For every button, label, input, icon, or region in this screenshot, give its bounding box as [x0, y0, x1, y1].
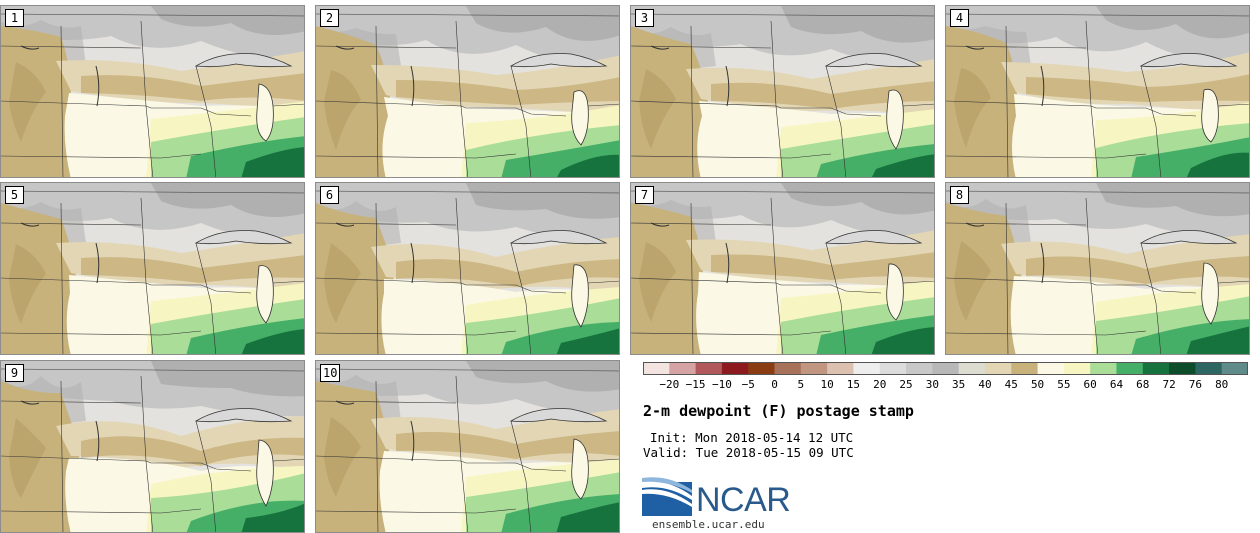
member-panel-10: 10: [315, 360, 620, 533]
colorbar-swatch: [1037, 362, 1065, 375]
member-number: 1: [5, 9, 24, 27]
valid-time: Valid: Tue 2018-05-15 09 UTC: [643, 445, 854, 460]
colorbar-swatch: [1221, 362, 1248, 375]
dewpoint-map: [946, 6, 1249, 177]
colorbar-tick: 15: [846, 378, 861, 391]
member-number: 2: [320, 9, 339, 27]
member-panel-7: 7: [630, 182, 935, 355]
ncar-swoosh-icon: [642, 477, 692, 516]
colorbar-tick: 10: [820, 378, 834, 391]
dewpoint-map: [1, 6, 304, 177]
colorbar-tick: 68: [1136, 378, 1150, 391]
member-panel-2: 2: [315, 5, 620, 178]
colorbar-tick-labels: −20 −15 −10 −5 0 5 10 15 20 25 30 35 40 45 50 55 60 64 68 7…: [633, 378, 1258, 392]
member-number: 5: [5, 186, 24, 204]
colorbar-tick: 25: [899, 378, 913, 391]
member-panel-3: 3: [630, 5, 935, 178]
colorbar-swatch: [906, 362, 933, 375]
colorbar-tick: 35: [952, 378, 966, 391]
member-panel-6: 6: [315, 182, 620, 355]
colorbar-tick: 40: [978, 378, 992, 391]
member-panel-4: 4: [945, 5, 1250, 178]
colorbar-tick: 5: [797, 378, 805, 391]
colorbar-swatch: [1063, 362, 1091, 375]
member-number: 6: [320, 186, 339, 204]
colorbar-tick: 76: [1188, 378, 1203, 391]
colorbar-tick: 64: [1109, 378, 1124, 391]
colorbar: [643, 362, 1248, 375]
dewpoint-map: [631, 6, 934, 177]
colorbar-swatch: [1169, 362, 1196, 375]
member-panel-8: 8: [945, 182, 1250, 355]
member-number: 8: [950, 186, 969, 204]
plot-title: 2-m dewpoint (F) postage stamp: [643, 402, 914, 420]
colorbar-swatches: [643, 362, 1248, 375]
colorbar-tick: 55: [1057, 378, 1071, 391]
colorbar-tick: 60: [1083, 378, 1097, 391]
colorbar-swatch: [1116, 362, 1144, 375]
colorbar-swatch: [853, 362, 881, 375]
colorbar-swatch: [643, 362, 670, 375]
colorbar-swatch: [932, 362, 960, 375]
colorbar-swatch: [669, 362, 696, 375]
ncar-logo: NCAR ensemble.ucar.edu: [642, 476, 802, 532]
colorbar-tick: 80: [1215, 378, 1229, 391]
logo-url: ensemble.ucar.edu: [652, 518, 765, 531]
dewpoint-map: [316, 6, 619, 177]
colorbar-swatch: [721, 362, 749, 375]
dewpoint-map: [1, 183, 304, 354]
colorbar-swatch: [879, 362, 907, 375]
dewpoint-map: [316, 361, 619, 532]
colorbar-swatch: [800, 362, 828, 375]
dewpoint-map: [316, 183, 619, 354]
colorbar-tick: −15: [685, 378, 706, 391]
colorbar-tick: 0: [771, 378, 778, 391]
dewpoint-map: [631, 183, 934, 354]
colorbar-tick: 30: [925, 378, 939, 391]
member-number: 9: [5, 364, 24, 382]
colorbar-tick: −20: [659, 378, 680, 391]
colorbar-swatch: [695, 362, 723, 375]
colorbar-swatch: [984, 362, 1012, 375]
logo-name: NCAR: [696, 481, 791, 519]
colorbar-swatch: [774, 362, 802, 375]
colorbar-tick: −5: [741, 378, 755, 391]
dewpoint-map: [1, 361, 304, 532]
colorbar-swatch: [1090, 362, 1117, 375]
member-panel-5: 5: [0, 182, 305, 355]
init-time: Init: Mon 2018-05-14 12 UTC: [650, 430, 854, 445]
colorbar-tick: 45: [1004, 378, 1018, 391]
colorbar-tick: 50: [1030, 378, 1045, 391]
colorbar-swatch: [1195, 362, 1223, 375]
colorbar-tick: 20: [873, 378, 887, 391]
colorbar-tick: 72: [1162, 378, 1176, 391]
member-panel-9: 9: [0, 360, 305, 533]
member-panel-1: 1: [0, 5, 305, 178]
dewpoint-map: [946, 183, 1249, 354]
member-number: 3: [635, 9, 654, 27]
colorbar-swatch: [1011, 362, 1038, 375]
member-number: 10: [320, 364, 341, 382]
colorbar-swatch: [748, 362, 775, 375]
colorbar-swatch: [827, 362, 854, 375]
colorbar-tick: −10: [711, 378, 732, 391]
member-number: 4: [950, 9, 969, 27]
member-number: 7: [635, 186, 654, 204]
colorbar-swatch: [958, 362, 986, 375]
colorbar-swatch: [1142, 362, 1170, 375]
